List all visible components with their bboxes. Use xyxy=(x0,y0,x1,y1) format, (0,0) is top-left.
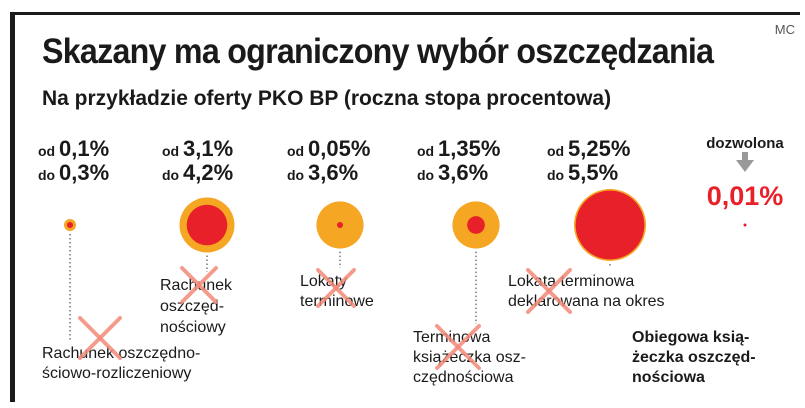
min-rate-circle xyxy=(467,216,485,234)
frame-top-rule xyxy=(10,12,800,15)
range-from-label: od 1,35% xyxy=(417,136,500,161)
product-name-line: żeczka oszczęd- xyxy=(632,349,756,366)
allowed-rate-value: 0,01% xyxy=(707,181,784,211)
chart-subtitle: Na przykładzie oferty PKO BP (roczna sto… xyxy=(42,87,612,110)
cross-mark-b xyxy=(435,324,481,370)
range-from-label: od 3,1% xyxy=(162,136,233,161)
allowed-rate-dot xyxy=(743,223,747,227)
down-arrow-icon xyxy=(736,160,754,172)
min-rate-circle xyxy=(575,190,645,260)
min-rate-circle xyxy=(337,222,343,228)
range-to-label: do 5,5% xyxy=(547,160,618,185)
range-to-label: do 3,6% xyxy=(417,160,488,185)
range-from-label: od 5,25% xyxy=(547,136,630,161)
product-name-line: oszczęd- xyxy=(160,298,224,315)
product-name-line: terminowe xyxy=(300,293,374,310)
product-name-line: Obiegowa ksią- xyxy=(632,329,749,346)
frame-left-rule xyxy=(10,12,15,402)
range-to-label: do 4,2% xyxy=(162,160,233,185)
product-group: dozwolona 0,01% Obiegowa ksią-żeczka oszcz… xyxy=(632,135,784,386)
range-to-label: do 0,3% xyxy=(38,160,109,185)
min-rate-circle xyxy=(67,222,73,228)
cross-mark-b xyxy=(78,316,122,360)
cross-mark-b xyxy=(526,268,572,314)
product-group: od 5,25%do 5,5% Lokata terminowa deklarowa… xyxy=(508,136,665,314)
product-name-line: nościowy xyxy=(160,319,226,336)
cross-mark-b xyxy=(180,266,218,304)
product-name-line: nościowa xyxy=(632,369,705,386)
author-credit: MC xyxy=(774,22,795,37)
cross-mark-b xyxy=(316,268,356,308)
range-from-label: od 0,05% xyxy=(287,136,370,161)
down-arrow-stem xyxy=(742,152,748,161)
product-name-line: deklarowana na okres xyxy=(508,293,665,310)
range-from-label: od 0,1% xyxy=(38,136,109,161)
product-name-line: czędnościowa xyxy=(413,369,514,386)
product-name-line: Lokata terminowa xyxy=(508,273,634,290)
allowed-label: dozwolona xyxy=(706,135,784,152)
product-group: od 0,1%do 0,3%Rachunek oszczędno-ściowo-… xyxy=(38,136,200,382)
range-to-label: do 3,6% xyxy=(287,160,358,185)
product-name-line: ściowo-rozliczeniowy xyxy=(42,365,191,382)
chart-title: Skazany ma ograniczony wybór oszczędzani… xyxy=(42,32,714,71)
min-rate-circle xyxy=(186,204,228,246)
